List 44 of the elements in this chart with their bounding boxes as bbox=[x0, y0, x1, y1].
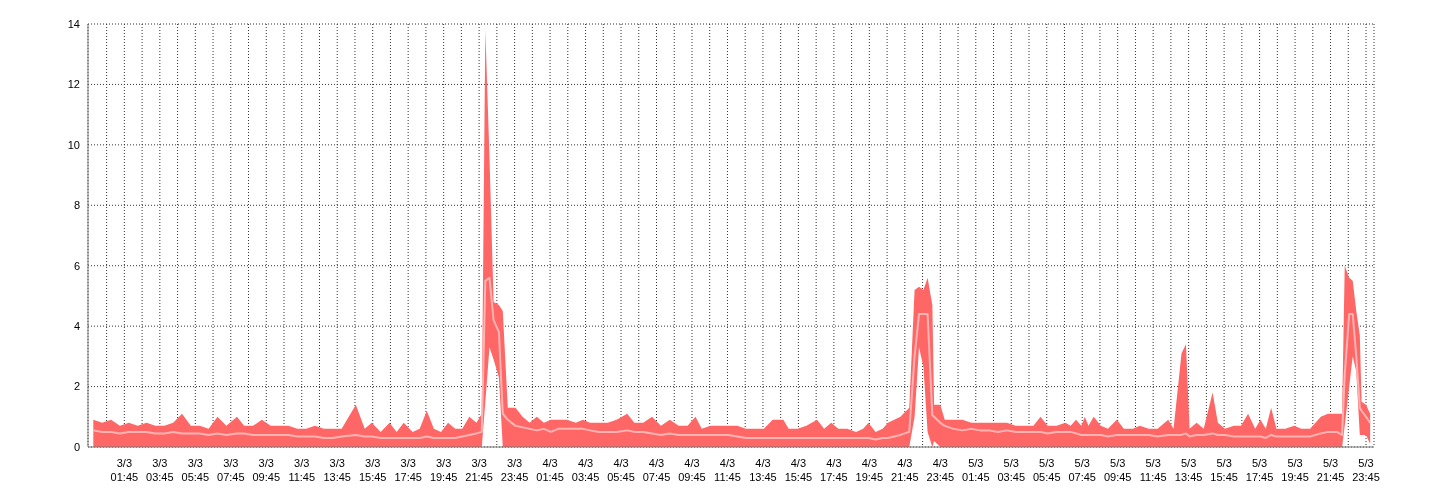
x-tick-label: 5/3 01:45 bbox=[962, 457, 990, 483]
y-tick-label: 14 bbox=[67, 17, 80, 30]
x-tick-label: 4/3 19:45 bbox=[855, 457, 884, 483]
y-tick-label: 12 bbox=[67, 78, 80, 91]
x-tick-label: 4/3 15:45 bbox=[784, 457, 813, 483]
x-tick-label: 5/3 05:45 bbox=[1032, 457, 1061, 483]
x-tick-label: 3/3 13:45 bbox=[323, 457, 351, 483]
x-tick-label: 4/3 21:45 bbox=[891, 457, 919, 483]
x-tick-label: 5/3 17:45 bbox=[1245, 457, 1274, 483]
x-tick-label: 3/3 11:45 bbox=[288, 457, 316, 483]
x-tick-label: 3/3 17:45 bbox=[394, 457, 422, 483]
x-tick-label: 4/3 11:45 bbox=[714, 457, 741, 483]
y-tick-label: 6 bbox=[73, 259, 80, 272]
x-tick-label: 4/3 01:45 bbox=[536, 457, 564, 483]
x-tick-label: 5/3 13:45 bbox=[1174, 457, 1203, 483]
x-tick-label: 3/3 01:45 bbox=[110, 457, 139, 483]
x-tick-label: 5/3 07:45 bbox=[1068, 457, 1096, 483]
x-tick-label: 3/3 07:45 bbox=[217, 457, 245, 483]
x-tick-label: 3/3 15:45 bbox=[358, 457, 387, 483]
y-tick-label: 2 bbox=[73, 380, 80, 393]
x-tick-label: 5/3 11:45 bbox=[1139, 457, 1167, 483]
x-tick-label: 5/3 19:45 bbox=[1281, 457, 1309, 483]
x-tick-label: 5/3 23:45 bbox=[1352, 457, 1380, 483]
x-tick-label: 5/3 09:45 bbox=[1103, 457, 1132, 483]
x-tick-label: 3/3 05:45 bbox=[181, 457, 210, 483]
x-tick-label: 3/3 09:45 bbox=[252, 457, 281, 483]
x-tick-label: 4/3 09:45 bbox=[678, 457, 706, 483]
y-tick-label: 0 bbox=[73, 440, 80, 453]
x-tick-label: 5/3 03:45 bbox=[997, 457, 1026, 483]
x-tick-label: 3/3 23:45 bbox=[500, 457, 529, 483]
x-tick-label: 3/3 21:45 bbox=[465, 457, 493, 483]
x-tick-label: 4/3 23:45 bbox=[926, 457, 955, 483]
x-tick-label: 4/3 13:45 bbox=[749, 457, 777, 483]
y-tick-label: 10 bbox=[67, 138, 80, 151]
y-tick-label: 4 bbox=[73, 320, 80, 333]
x-tick-label: 4/3 07:45 bbox=[642, 457, 671, 483]
x-tick-label: 5/3 21:45 bbox=[1316, 457, 1345, 483]
x-tick-label: 4/3 05:45 bbox=[607, 457, 635, 483]
x-tick-label: 3/3 19:45 bbox=[429, 457, 458, 483]
y-tick-label: 8 bbox=[73, 199, 80, 212]
x-tick-label: 4/3 03:45 bbox=[571, 457, 600, 483]
x-tick-label: 5/3 15:45 bbox=[1210, 457, 1238, 483]
x-tick-label: 3/3 03:45 bbox=[146, 457, 174, 483]
x-tick-label: 4/3 17:45 bbox=[820, 457, 848, 483]
